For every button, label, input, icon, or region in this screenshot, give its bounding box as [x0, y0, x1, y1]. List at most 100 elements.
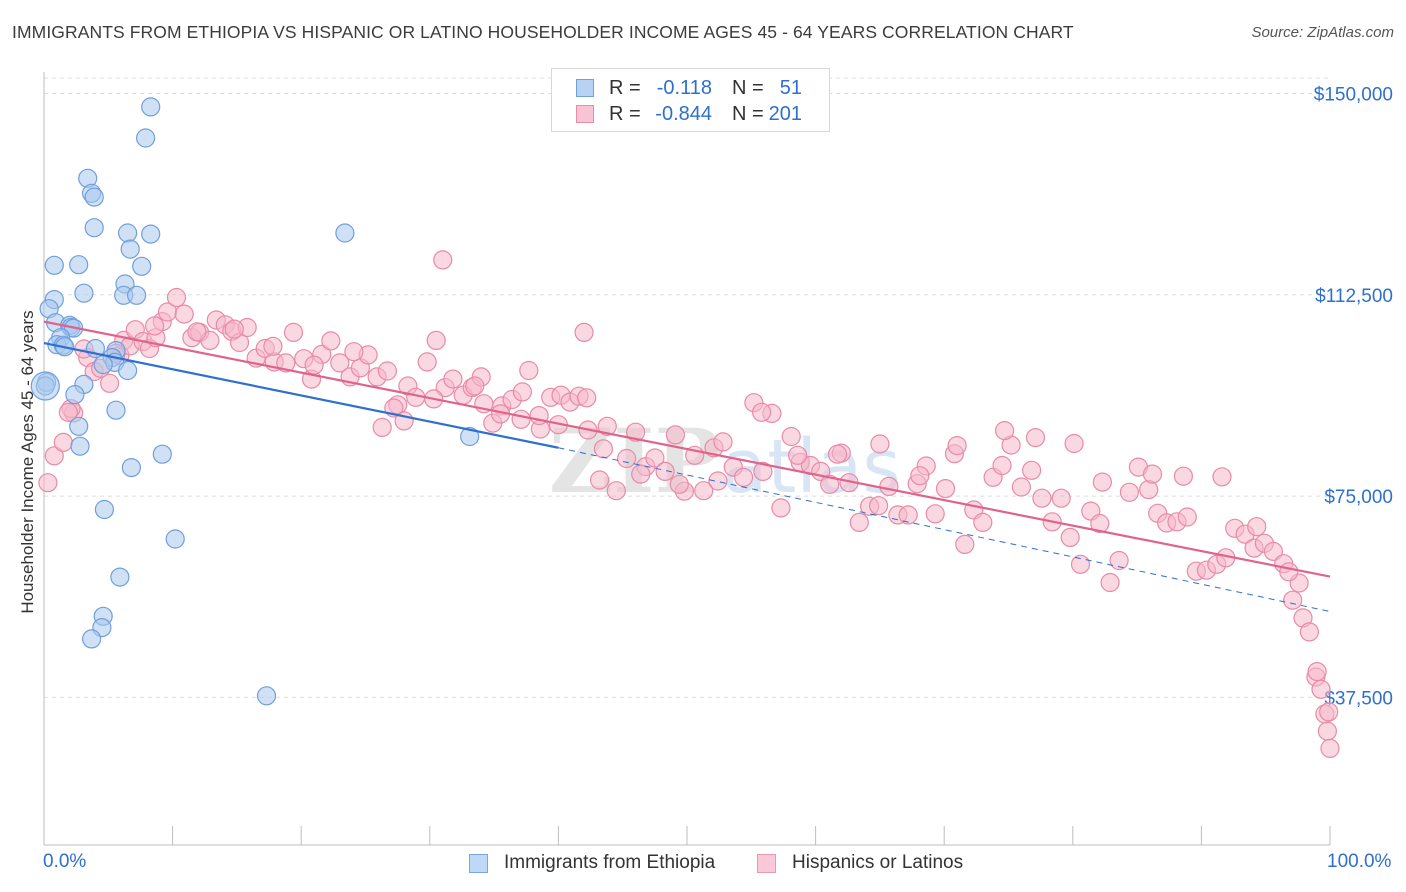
- y-tick-label: $112,500: [1315, 286, 1393, 307]
- hispanic-point: [589, 470, 610, 490]
- ethiopia-point: [117, 223, 138, 243]
- hispanic-point: [1100, 572, 1120, 593]
- hispanic-point: [1021, 460, 1042, 480]
- ethiopia-point: [74, 283, 94, 303]
- ethiopia-point: [93, 355, 113, 375]
- ethiopia-point: [94, 499, 115, 520]
- ethiopia-point: [141, 97, 161, 117]
- legend-r-label: R =: [609, 77, 641, 99]
- hispanic-point: [433, 250, 453, 270]
- ethiopia-point: [69, 255, 89, 275]
- ethiopia-point: [117, 360, 138, 381]
- y-axis-title: Householder Income Ages 45 - 64 years: [18, 310, 37, 614]
- hispanic-point: [1032, 488, 1052, 508]
- hispanic-point: [955, 534, 975, 555]
- hispanic-point: [820, 474, 840, 494]
- chart-source: Source: ZipAtlas.com: [1251, 24, 1394, 41]
- hispanic-point: [973, 512, 993, 533]
- hispanic-point: [1320, 738, 1340, 759]
- ethiopia-point: [121, 458, 141, 478]
- hispanic-point: [417, 352, 437, 372]
- ethiopia-point: [44, 255, 64, 275]
- hispanic-point: [935, 479, 956, 499]
- bottom-legend-swatch-hispanic: [757, 854, 776, 873]
- legend-n-label: N =: [732, 77, 764, 99]
- hispanic-point: [166, 287, 187, 308]
- hispanic-point: [512, 382, 533, 402]
- hispanic-point: [1142, 464, 1163, 484]
- hispanic-point: [751, 402, 772, 422]
- hispanic-point: [597, 416, 617, 436]
- ethiopia-point: [141, 224, 161, 244]
- legend-r-value: -0.118: [656, 77, 712, 99]
- gridlines: [44, 77, 1330, 698]
- hispanic-point: [947, 436, 967, 456]
- hispanic-point: [1119, 482, 1140, 502]
- hispanic-point: [1279, 562, 1299, 582]
- hispanic-point: [1011, 477, 1032, 497]
- ethiopia-point: [69, 416, 89, 436]
- hispanic-point: [625, 422, 646, 442]
- hispanic-point: [631, 464, 651, 484]
- ethiopia-point-large: [30, 371, 60, 401]
- hispanic-point: [1109, 550, 1129, 571]
- hispanic-point: [1051, 488, 1071, 508]
- legend-swatch-ethiopia: [576, 79, 594, 97]
- y-axis-tick-labels: $37,500 $75,000 $112,500 $150,000: [1314, 84, 1393, 709]
- hispanic-point: [1070, 554, 1091, 574]
- bottom-legend-label-ethiopia: Immigrants from Ethiopia: [504, 852, 716, 873]
- legend-r-label: R =: [609, 103, 641, 125]
- hispanic-point: [426, 330, 446, 350]
- hispanic-point: [713, 432, 733, 452]
- hispanic-point: [665, 425, 686, 445]
- hispanic-point: [38, 473, 58, 493]
- ethiopia-point: [127, 285, 147, 305]
- ethiopia-point: [132, 256, 152, 276]
- hispanic-point: [1212, 467, 1232, 487]
- hispanic-point: [669, 474, 689, 494]
- ethiopia-point: [120, 239, 140, 259]
- hispanic-point: [1064, 433, 1084, 454]
- hispanic-point: [1173, 466, 1194, 486]
- hispanic-point: [827, 444, 848, 464]
- hispanic-point: [1092, 472, 1113, 492]
- y-tick-label: $150,000: [1314, 84, 1393, 105]
- hispanic-point: [577, 388, 597, 408]
- hispanic-point: [606, 481, 626, 501]
- hispanic-point: [44, 446, 64, 466]
- hispanic-point: [377, 361, 397, 381]
- bottom-legend-label-hispanic: Hispanics or Latinos: [792, 852, 964, 873]
- hispanic-point: [187, 322, 207, 342]
- hispanic-point: [263, 336, 283, 356]
- hispanic-point: [1311, 679, 1331, 699]
- x-tick-label-min: 0.0%: [43, 851, 87, 872]
- hispanic-point: [58, 402, 79, 422]
- hispanic-point: [511, 409, 531, 429]
- legend-n-value: 51: [779, 77, 802, 99]
- hispanic-point: [992, 455, 1012, 476]
- hispanic-point: [174, 304, 194, 324]
- ethiopia-point: [65, 385, 85, 405]
- hispanic-point: [781, 426, 801, 447]
- ethiopia-point: [460, 426, 480, 447]
- hispanic-point: [1060, 527, 1080, 548]
- ethiopia-point: [81, 629, 102, 649]
- legend-n-label: N =: [732, 103, 764, 125]
- hispanic-point: [145, 316, 165, 336]
- hispanic-point: [616, 448, 637, 469]
- hispanic-point: [283, 322, 304, 342]
- hispanic-point: [771, 498, 791, 518]
- y-tick-label: $75,000: [1324, 487, 1393, 508]
- trend-line-hispanic: [43, 320, 1331, 578]
- ethiopia-point: [70, 436, 90, 456]
- hispanic-point: [655, 461, 675, 481]
- hispanic-point: [645, 448, 665, 468]
- hispanic-point: [1025, 428, 1046, 448]
- hispanic-point: [276, 353, 296, 373]
- ethiopia-point: [84, 187, 104, 207]
- hispanic-point: [1177, 507, 1197, 527]
- hispanic-point: [1263, 541, 1284, 562]
- hispanic-point: [1090, 513, 1110, 534]
- ethiopia-point: [84, 218, 104, 238]
